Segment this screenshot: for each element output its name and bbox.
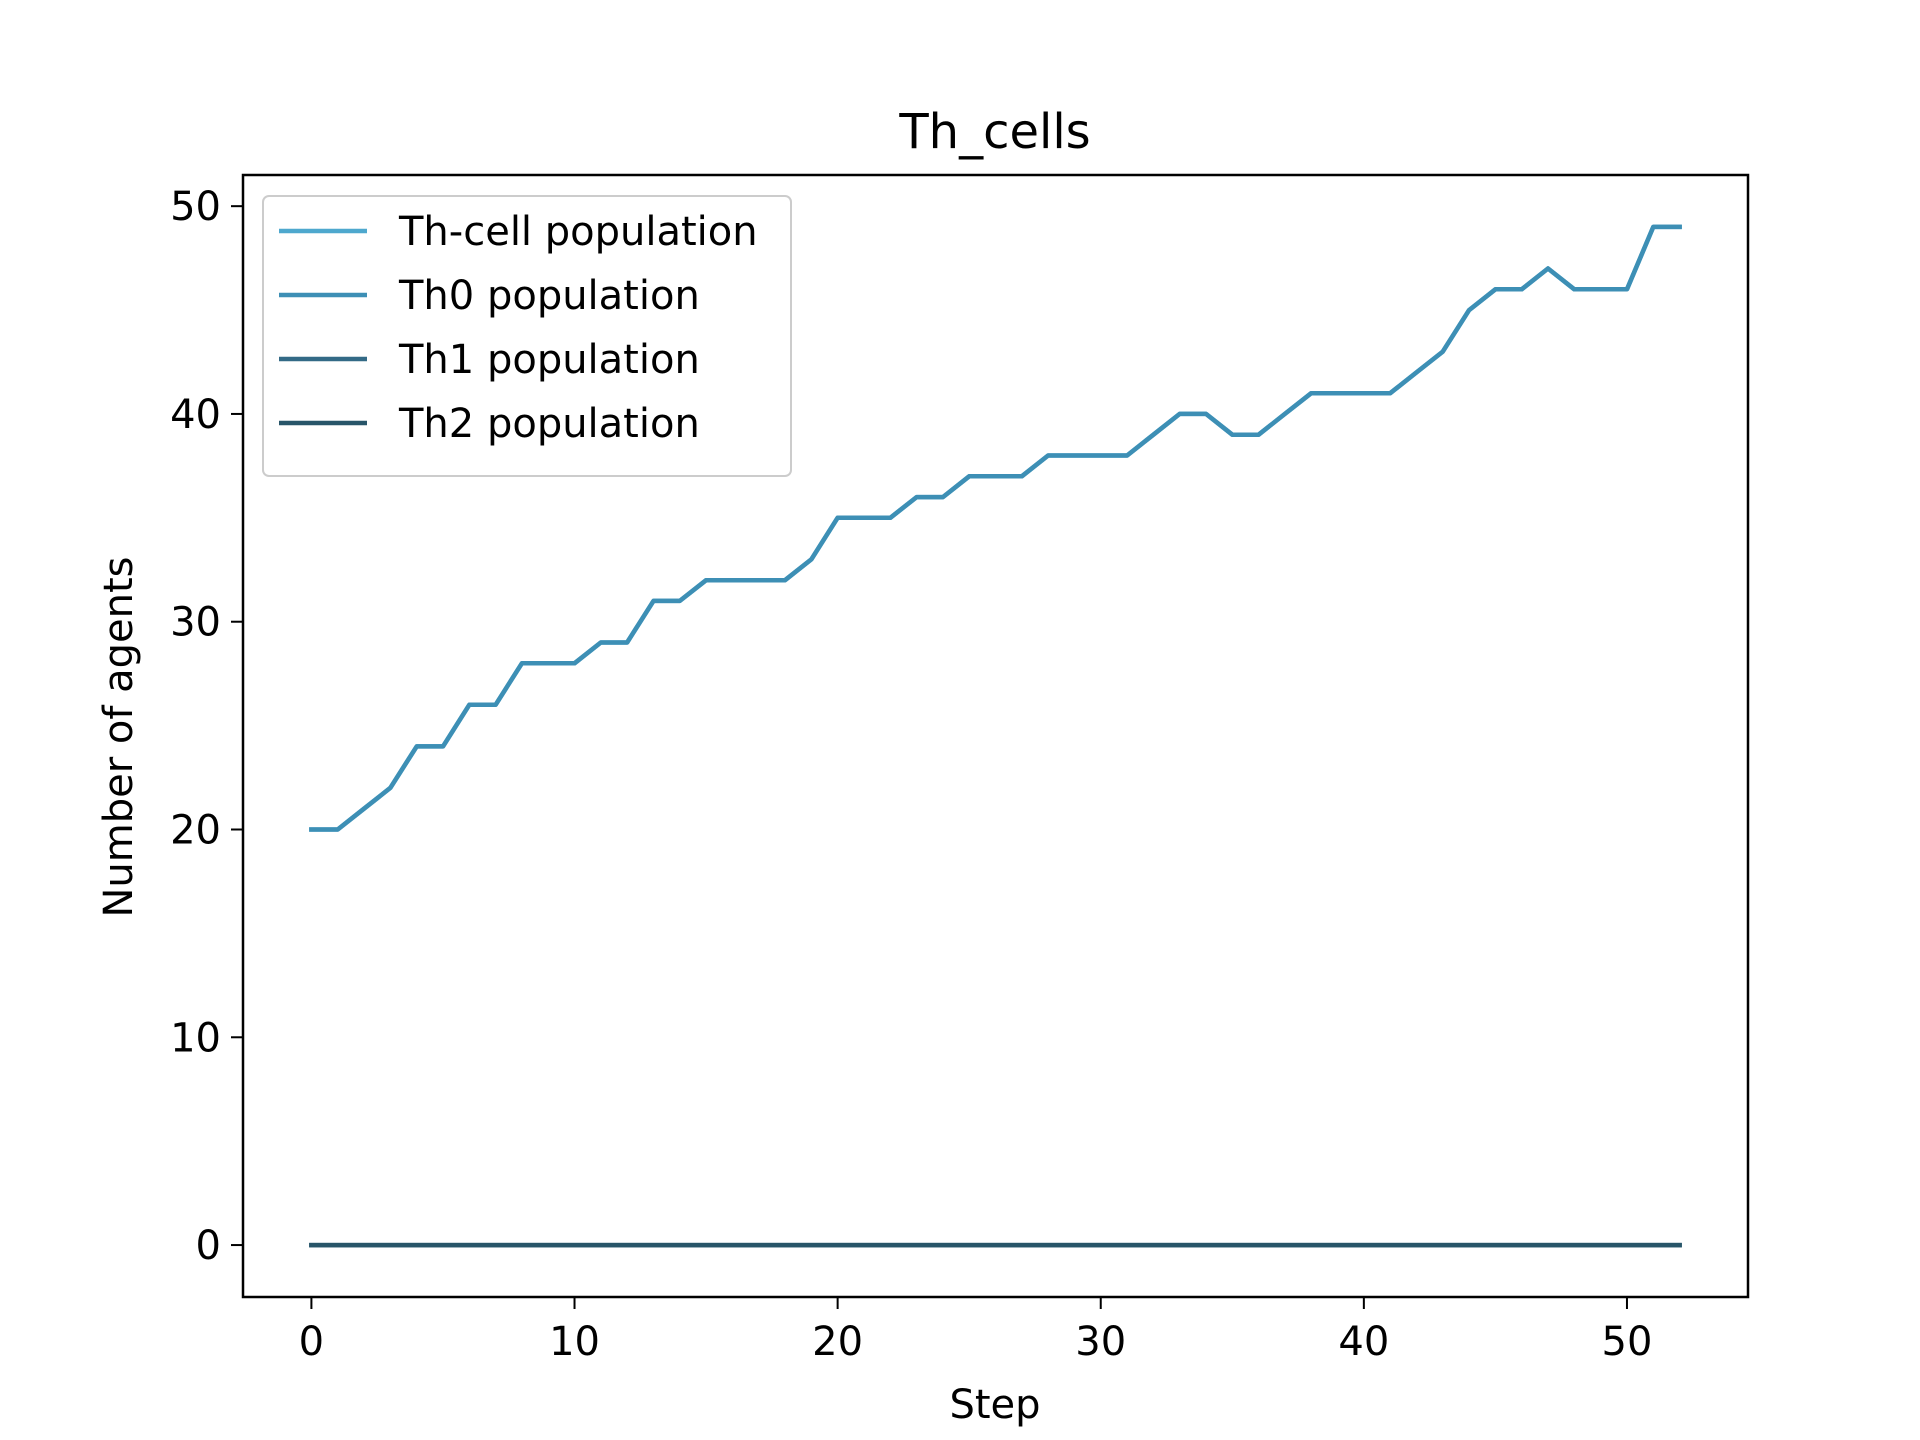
y-tick-label: 30: [170, 600, 221, 646]
legend-entry-3: Th2 population: [398, 401, 700, 447]
x-tick-label: 10: [549, 1319, 600, 1365]
legend-entry-2: Th1 population: [398, 337, 700, 383]
y-tick-label: 20: [170, 808, 221, 854]
legend-entry-1: Th0 population: [398, 273, 700, 319]
y-tick-label: 40: [170, 392, 221, 438]
x-tick-label: 0: [299, 1319, 324, 1365]
y-tick-label: 0: [196, 1223, 221, 1269]
plot-area: [309, 224, 1682, 1248]
x-tick-label: 40: [1338, 1319, 1389, 1365]
x-axis-label: Step: [949, 1382, 1040, 1428]
legend-box: [262, 195, 792, 477]
x-tick-label: 20: [812, 1319, 863, 1365]
series-line-1: [309, 224, 1682, 832]
axes: 0 10 20 30 40 50 0 10 20 30 40 50: [170, 173, 1750, 1365]
axes-frame: [241, 173, 1750, 1299]
legend-entry-0: Th-cell population: [398, 209, 758, 255]
chart-title: Th_cells: [898, 104, 1090, 160]
legend: Th-cell population Th0 population Th1 popu…: [262, 195, 792, 477]
y-axis-label: Number of agents: [96, 556, 142, 917]
y-tick-label: 50: [170, 184, 221, 230]
x-tick-label: 30: [1075, 1319, 1126, 1365]
y-tick-label: 10: [170, 1015, 221, 1061]
x-tick-label: 50: [1602, 1319, 1653, 1365]
